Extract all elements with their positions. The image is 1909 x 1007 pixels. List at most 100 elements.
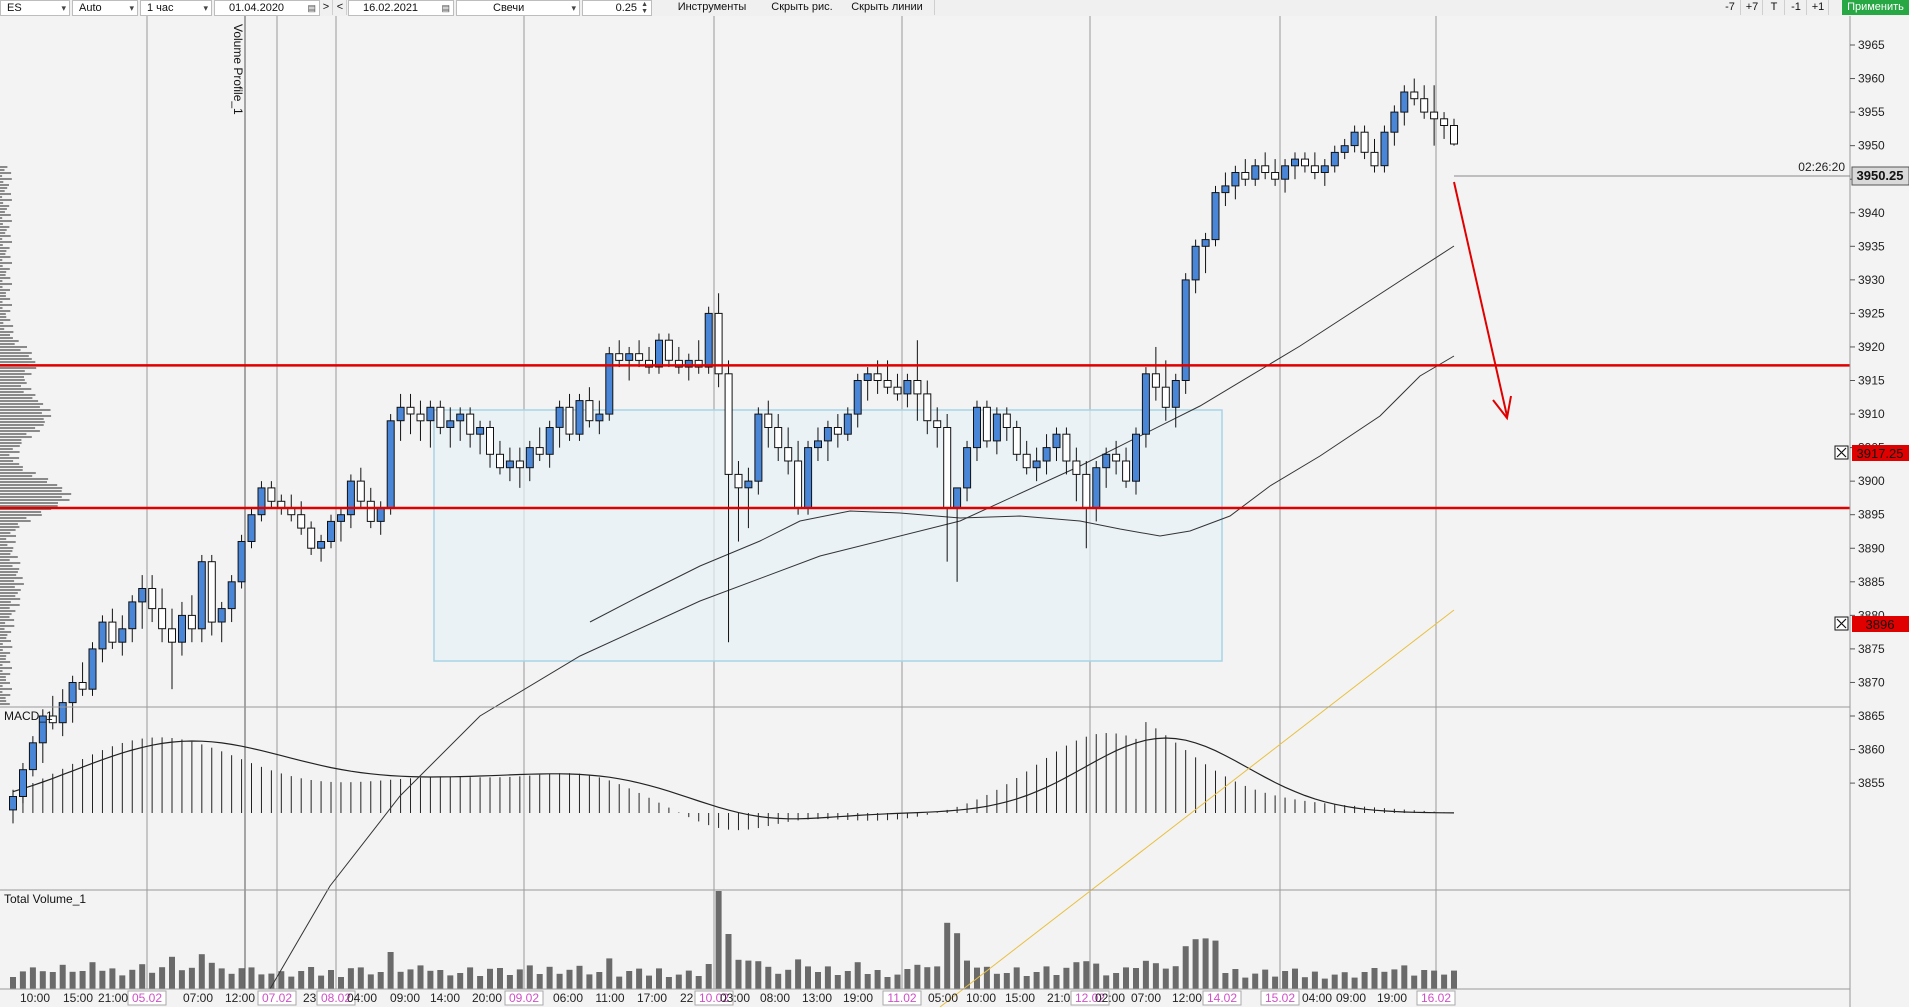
chevron-down-icon: ▾ [571, 3, 576, 13]
stepper-arrows-icon[interactable]: ▲ ▼ [641, 1, 648, 15]
chart-type-select[interactable]: Свечи ▾ [456, 0, 580, 16]
candle [187, 595, 196, 643]
nav-next-button[interactable]: > [320, 0, 333, 15]
zoom-minus-1-button[interactable]: -1 [1786, 0, 1807, 15]
volume-bar [1411, 975, 1418, 989]
volume-bar [1023, 976, 1030, 989]
candle-body [486, 427, 494, 455]
time-label: 08:00 [760, 991, 790, 1005]
volume-bar [1103, 975, 1110, 989]
volume-bar [268, 973, 275, 989]
timeframe-select[interactable]: 1 час ▾ [140, 0, 212, 16]
profile-bar [0, 607, 10, 609]
profile-bar [0, 448, 13, 450]
profile-bar [0, 283, 12, 285]
profile-bar [0, 556, 18, 558]
candle [1340, 138, 1349, 160]
candle [128, 595, 137, 643]
time-label: 15:00 [63, 991, 93, 1005]
volume-bar [318, 975, 325, 989]
candle [1410, 78, 1419, 106]
candle [1241, 159, 1250, 186]
level-upper-marker[interactable]: 3917.25 [1834, 445, 1909, 461]
calendar-icon[interactable]: ▤ [441, 3, 450, 13]
volume-bar [338, 977, 344, 989]
candle-body [1161, 386, 1170, 408]
profile-bar [0, 418, 44, 420]
hide-drawings-button[interactable]: Скрыть рис. [756, 0, 849, 15]
candle-body [78, 682, 87, 690]
profile-bar [0, 451, 20, 453]
profile-bar [0, 541, 16, 543]
calendar-icon[interactable]: ▤ [307, 3, 316, 13]
time-label: 21:00 [98, 991, 128, 1005]
arrow-icon[interactable] [1453, 181, 1512, 421]
candle [823, 420, 832, 462]
candle-body [108, 621, 117, 643]
candle-body [595, 413, 604, 422]
profile-bar [0, 697, 6, 699]
time-label: 16.02 [1421, 991, 1451, 1005]
symbol-select[interactable]: ES ▾ [0, 0, 70, 16]
candle [933, 407, 942, 448]
mode-select[interactable]: Auto ▾ [72, 0, 138, 16]
profile-bar [0, 325, 14, 327]
profile-bar [0, 424, 44, 426]
candle-body [744, 480, 753, 489]
candle [217, 601, 226, 643]
candle-body [227, 581, 236, 610]
candle-body [774, 427, 783, 449]
volume-bar [1282, 971, 1289, 989]
candle-body [565, 406, 574, 435]
price-tick-label: 3890 [1858, 541, 1885, 555]
candle-body [764, 413, 773, 429]
volume-bar [1013, 967, 1020, 989]
time-label: 05:00 [928, 991, 958, 1005]
profile-bar [0, 439, 22, 441]
level-lower-marker[interactable]: 3896 [1834, 616, 1909, 632]
profile-bar [0, 490, 62, 492]
candle-body [1350, 131, 1359, 147]
candle [1291, 152, 1299, 180]
profile-bar [0, 646, 13, 648]
apply-button[interactable]: Применить [1842, 0, 1909, 15]
volume-profile-label: Volume Profile_1 [231, 24, 245, 115]
profile-bar [0, 370, 25, 372]
profile-bar [0, 235, 11, 237]
tick-size-stepper[interactable]: 0.25 ▲ ▼ [582, 0, 652, 16]
candle-body [1420, 98, 1429, 113]
nav-prev-button[interactable]: < [334, 0, 347, 15]
zoom-plus-7-button[interactable]: +7 [1742, 0, 1763, 15]
candle-body [843, 413, 852, 435]
volume-bar [218, 968, 225, 989]
tools-button[interactable]: Инструменты [666, 0, 759, 15]
candle [396, 393, 405, 441]
profile-bar [0, 280, 3, 282]
volume-bar [1152, 963, 1159, 989]
profile-bar [0, 343, 15, 345]
profile-bar [0, 616, 10, 618]
profile-bar [0, 340, 19, 342]
profile-bar [0, 538, 7, 540]
profile-bar [0, 214, 11, 216]
time-axis[interactable]: 10:0015:0021:0005.0207:0012:0007.0223:00… [20, 990, 1456, 1006]
volume-bar [1063, 967, 1070, 989]
volume-bar [626, 971, 633, 989]
profile-bar [0, 298, 11, 300]
date-from-field[interactable]: 01.04.2020 ▤ [214, 0, 320, 16]
zoom-plus-1-button[interactable]: +1 [1808, 0, 1829, 15]
volume-bar [437, 970, 444, 989]
candle-body [1171, 380, 1180, 408]
price-chart[interactable]: MACD_1 Total Volume_1 Volume Profile_1 3… [0, 16, 1909, 1007]
hide-lines-button[interactable]: Скрыть линии [840, 0, 935, 15]
time-label: 17:00 [637, 991, 667, 1005]
time-label: 10:00 [20, 991, 50, 1005]
date-to-field[interactable]: 16.02.2021 ▤ [348, 0, 454, 16]
profile-bar [0, 520, 31, 522]
t-button[interactable]: T [1764, 0, 1785, 15]
zoom-minus-7-button[interactable]: -7 [1720, 0, 1741, 15]
chart-canvas[interactable]: MACD_1 Total Volume_1 Volume Profile_1 3… [0, 16, 1909, 1007]
candle [734, 461, 743, 542]
profile-bar [0, 592, 18, 594]
volume-bar [685, 970, 692, 989]
